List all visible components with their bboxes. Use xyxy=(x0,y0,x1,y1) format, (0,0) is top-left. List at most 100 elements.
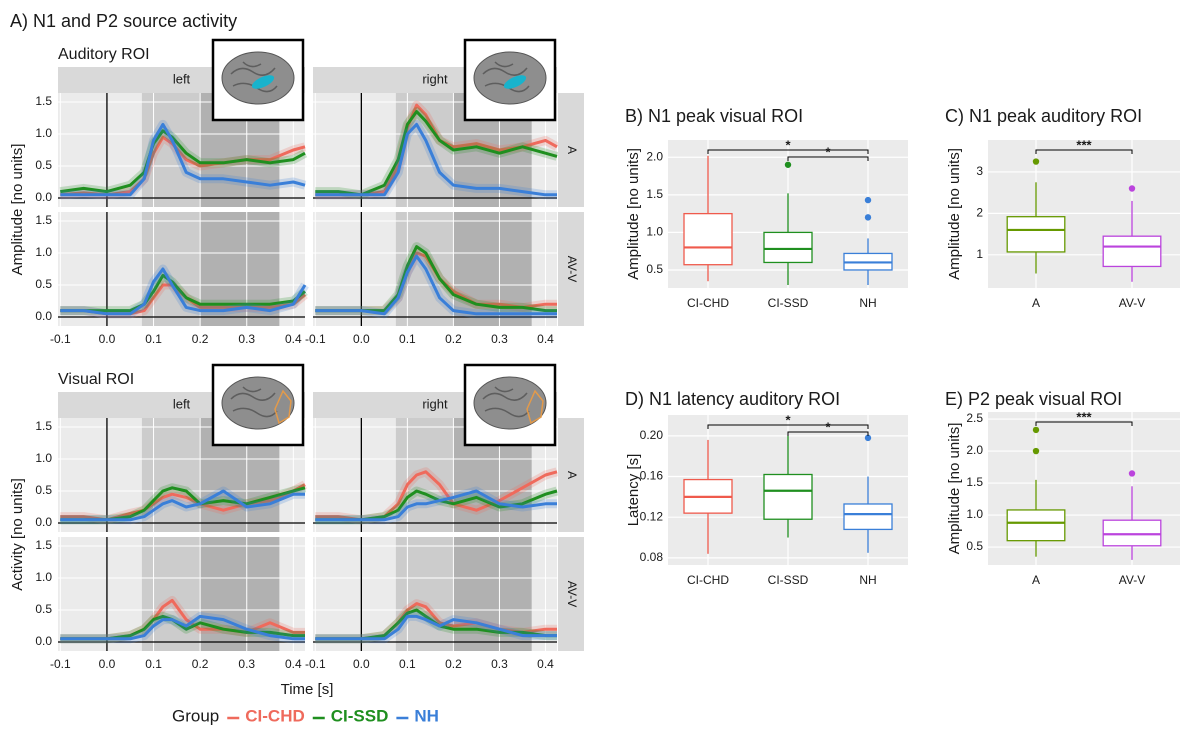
row-strip-label: AV-V xyxy=(565,256,579,282)
x-tick-label: 0.1 xyxy=(399,657,416,671)
x-tick-label: 0.2 xyxy=(445,332,462,346)
strip-label: right xyxy=(422,396,448,411)
row-strip-label: A xyxy=(565,471,579,479)
box xyxy=(843,503,893,531)
y-tick-label: 1.0 xyxy=(646,225,663,239)
strip-label: left xyxy=(173,71,191,86)
roi-auditory xyxy=(251,75,275,89)
x-tick-label: 0.3 xyxy=(238,332,255,346)
x-tick-label: A xyxy=(1032,296,1040,310)
x-tick-label: NH xyxy=(859,296,876,310)
brain-gyri xyxy=(482,386,530,418)
figure-title: A) N1 and P2 source activity xyxy=(10,11,237,31)
y-tick-label: 2.5 xyxy=(966,411,983,425)
series-line xyxy=(315,254,557,316)
y-tick-label: 0.12 xyxy=(640,509,664,523)
y-tick-label: 1.0 xyxy=(35,245,52,259)
y-tick-label: 2.0 xyxy=(646,149,663,163)
y-tick-label: 0.5 xyxy=(35,277,52,291)
brain xyxy=(473,51,547,105)
panel-title: E) P2 peak visual ROI xyxy=(945,389,1122,409)
legend-title: Group xyxy=(172,706,219,725)
significance-bracket xyxy=(707,149,869,154)
row-strip xyxy=(558,93,584,207)
y-axis-label: Amplitude [no units] xyxy=(946,148,963,280)
y-tick-label: 0.0 xyxy=(35,515,52,529)
x-tick-label: A xyxy=(1032,573,1040,587)
y-tick-label: 0.08 xyxy=(640,550,664,564)
significance-bracket xyxy=(787,431,869,436)
brain xyxy=(221,376,295,430)
row-strip-label: A xyxy=(565,146,579,154)
outlier xyxy=(1128,470,1136,477)
x-tick-label: -0.1 xyxy=(305,657,326,671)
row-strip xyxy=(558,537,584,651)
significance-label: * xyxy=(785,412,791,427)
box xyxy=(1102,235,1162,268)
y-axis-label: Activity [no units] xyxy=(9,478,26,591)
series-line xyxy=(60,267,307,316)
strip-label: left xyxy=(173,396,191,411)
series-line xyxy=(315,489,557,522)
roi-auditory xyxy=(503,75,527,89)
x-tick-label: 0.1 xyxy=(145,657,162,671)
y-tick-label: 1.0 xyxy=(35,451,52,465)
panel-title: B) N1 peak visual ROI xyxy=(625,106,803,126)
series-line xyxy=(315,122,557,197)
outlier xyxy=(1032,158,1040,165)
x-tick-label: CI-SSD xyxy=(768,573,809,587)
series-line xyxy=(60,489,305,522)
x-tick-label: 0.4 xyxy=(285,657,302,671)
y-tick-label: 0.5 xyxy=(35,158,52,172)
roi-label: Auditory ROI xyxy=(58,46,150,63)
y-tick-label: 1.0 xyxy=(35,126,52,140)
outlier xyxy=(1032,426,1040,434)
x-tick-label: -0.1 xyxy=(50,332,71,346)
x-tick-label: 0.3 xyxy=(238,657,255,671)
row-strip xyxy=(558,418,584,532)
significance-bracket xyxy=(707,424,869,429)
x-tick-label: -0.1 xyxy=(305,332,326,346)
box xyxy=(1102,519,1162,547)
box xyxy=(763,231,813,264)
y-tick-label: 1.5 xyxy=(646,187,663,201)
y-axis-label: Latency [s] xyxy=(625,454,642,527)
outlier xyxy=(784,161,792,168)
x-tick-label: CI-SSD xyxy=(768,296,809,310)
y-tick-label: 1.5 xyxy=(35,94,52,108)
series-line xyxy=(315,110,558,197)
box xyxy=(763,473,813,520)
y-tick-label: 0.0 xyxy=(35,190,52,204)
row-strip-label: AV-V xyxy=(565,581,579,607)
outlier xyxy=(864,214,872,221)
y-tick-label: 0.16 xyxy=(640,469,664,483)
y-tick-label: 0.20 xyxy=(640,428,664,442)
x-tick-label: CI-CHD xyxy=(687,573,729,587)
y-tick-label: 0.5 xyxy=(966,539,983,553)
x-tick-label: 0.2 xyxy=(192,657,209,671)
significance-label: * xyxy=(785,137,791,152)
x-tick-label: 0.2 xyxy=(445,657,462,671)
x-tick-label: 0.4 xyxy=(537,332,554,346)
significance-bracket xyxy=(1035,421,1133,426)
outlier xyxy=(1032,447,1040,455)
y-tick-label: 1.5 xyxy=(966,475,983,489)
brain-gyri xyxy=(230,386,278,418)
roi-visual xyxy=(274,389,292,425)
series-line xyxy=(60,614,305,641)
y-tick-label: 0.0 xyxy=(35,309,52,323)
significance-label: *** xyxy=(1076,137,1092,152)
significance-label: *** xyxy=(1076,409,1092,424)
box xyxy=(683,212,733,266)
box xyxy=(1006,216,1066,253)
x-tick-label: AV-V xyxy=(1119,573,1145,587)
x-tick-label: 0.1 xyxy=(145,332,162,346)
y-tick-label: 1 xyxy=(976,247,983,261)
legend-label: CI-SSD xyxy=(331,706,389,725)
y-tick-label: 2 xyxy=(976,206,983,220)
series-line xyxy=(60,273,306,313)
strip-label: right xyxy=(422,71,448,86)
x-tick-label: 0.1 xyxy=(399,332,416,346)
x-tick-label: 0.0 xyxy=(353,332,370,346)
